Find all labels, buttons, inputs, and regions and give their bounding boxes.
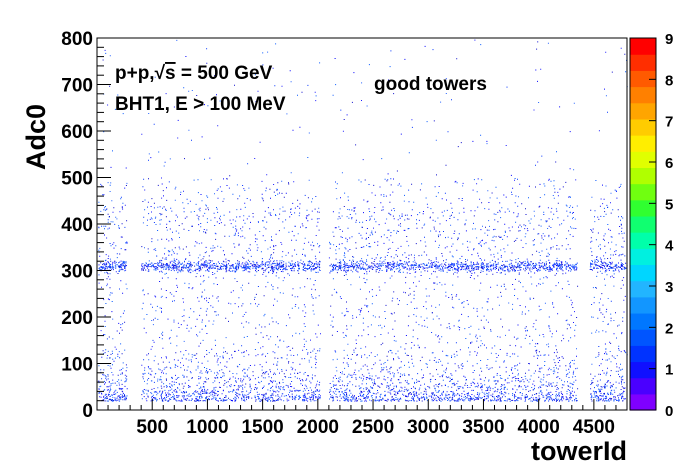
sqrt-symbol: √ [155,63,166,84]
color-scale-label: 5 [665,196,673,213]
color-scale-label: 1 [665,362,673,379]
y-tick-label: 700 [61,76,93,97]
color-scale-label: 9 [665,31,673,48]
color-scale-segment [630,38,656,55]
color-scale-segment [630,151,656,168]
x-tick-label: 2000 [297,417,339,438]
color-scale-label: 8 [665,72,673,89]
x-tick-label: 1500 [241,417,283,438]
color-scale-segment [630,135,656,152]
y-tick-label: 0 [82,401,93,422]
y-tick-label: 300 [61,262,93,283]
color-scale-label: 2 [665,320,673,337]
color-scale-segment [630,393,656,411]
color-scale: 0 1 2 3 4 5 6 7 8 9 [629,31,674,420]
x-tick-label: 3000 [407,417,449,438]
color-scale-segment [630,86,656,104]
scatter-layer [98,39,628,402]
color-scale-segment [630,54,656,71]
y-tick-label: 200 [61,308,93,329]
color-scale-segment [630,215,656,233]
color-scale-segment [630,329,656,346]
color-scale-segment [630,361,656,379]
color-scale-label: 7 [665,114,673,131]
color-scale-segment [630,264,656,282]
color-scale-label: 3 [665,279,673,296]
color-scale-segment [630,248,656,266]
x-tick-label: 2500 [352,417,394,438]
trigger-annotation: BHT1, E > 100 MeV [115,94,286,115]
x-tick-label: 500 [136,417,168,438]
y-axis: 0 100 200 300 400 500 600 700 800 [61,29,111,422]
y-tick-label: 800 [61,29,93,50]
color-scale-segment [630,183,656,201]
x-axis-title: towerId [531,436,627,466]
sqrt-s: s [165,63,176,84]
x-axis: 500 1000 1500 2000 2500 3000 3500 4000 4500 [107,399,617,438]
color-scale-segment [630,118,656,136]
color-scale-segment [630,167,656,185]
color-scale-segment [630,345,656,363]
x-tick-label: 3500 [462,417,504,438]
beam-annotation: p+p,√s = 500 GeV [115,63,273,84]
x-tick-label: 4000 [518,417,560,438]
color-scale-label: 0 [665,403,673,420]
color-scale-segment [630,280,656,298]
y-tick-label: 100 [61,355,93,376]
good-towers-label: good towers [374,74,487,95]
x-tick-label: 1000 [186,417,228,438]
color-scale-segment [630,102,656,120]
y-tick-label: 600 [61,122,93,143]
color-scale-segment [630,296,656,314]
color-scale-label: 4 [665,238,674,255]
color-scale-segment [630,70,656,88]
y-tick-label: 400 [61,215,93,236]
color-scale-segment [630,377,656,395]
y-tick-label: 500 [61,169,93,190]
beam-prefix: p+p, [115,63,155,84]
color-scale-segment [630,232,656,249]
color-scale-frame [629,37,657,411]
scatter-points [98,43,628,402]
color-scale-segment [630,312,656,330]
beam-energy: = 500 GeV [176,63,273,84]
color-scale-segment [630,199,656,217]
x-tick-label: 4500 [573,417,615,438]
color-scale-label: 6 [665,155,673,172]
y-axis-title: Adc0 [21,104,51,170]
